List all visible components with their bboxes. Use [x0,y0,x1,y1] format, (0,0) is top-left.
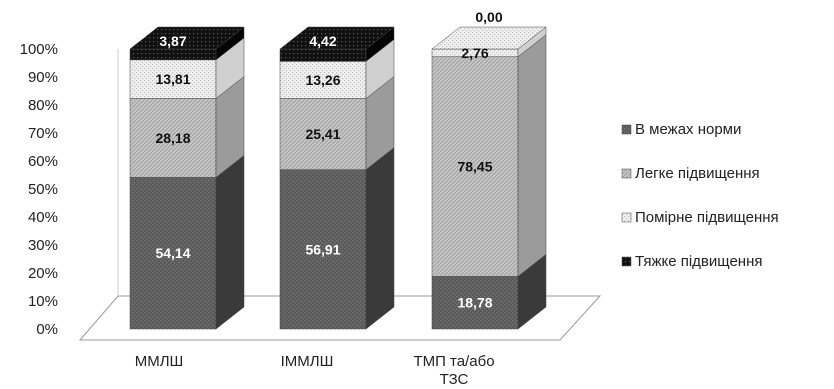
chart-floor [78,49,602,341]
bar-stack: 18,78 78,45 2,76 0,00 [431,9,547,330]
y-tick-label: 70% [28,125,58,142]
y-tick-label: 20% [28,265,58,282]
y-tick-label: 40% [28,209,58,226]
legend-item: В межах норми [621,121,741,138]
bar-segment [129,59,217,99]
bar-segment-side [215,154,245,330]
legend-item: Легке підвищення [621,165,760,182]
floor-plane [78,295,602,341]
bar-top-face [431,26,547,50]
bar-segment-side [365,147,395,330]
data-label: 4,42 [309,33,336,49]
legend-label: Тяжке підвищення [635,253,762,270]
y-tick-label: 100% [20,41,58,58]
bar-stack: 56,91 25,41 13,26 4,42 [279,26,395,330]
bar-top-face [279,26,395,50]
legend-swatch [621,168,632,179]
data-label: 56,91 [305,241,340,257]
y-tick-label: 90% [28,69,58,86]
bar-segment [431,56,519,277]
y-tick-label: 0% [36,321,58,338]
y-tick-label: 10% [28,293,58,310]
bar-segment [279,98,367,170]
data-label: 13,26 [305,72,340,88]
legend: В межах норми Легке підвищення Помірне під… [621,121,779,270]
x-axis-labels: ММЛШ ІММЛШ ТМП та/або ТЗС [135,353,495,388]
legend-label: Помірне підвищення [635,209,779,226]
data-label: 2,76 [461,45,488,61]
legend-label: В межах норми [635,121,741,138]
data-label: 54,14 [155,245,190,261]
bar-segment [129,48,217,61]
data-label: 0,00 [475,9,502,25]
bar-segment-side [517,34,547,277]
bar-segment [279,61,367,99]
x-tick-label-line: ТЗС [440,371,469,388]
x-tick-label: ІММЛШ [281,353,334,370]
legend-item: Тяжке підвищення [621,253,762,270]
bar-segment [279,48,367,62]
legend-swatch [621,124,632,135]
legend-swatch [621,256,632,267]
data-label: 3,87 [159,33,186,49]
y-tick-label: 80% [28,97,58,114]
bars: 54,14 28,18 13,81 3,87 56,91 25,41 13,26 4,42 18… [129,9,547,330]
x-tick-label: ММЛШ [135,353,184,370]
legend-item: Помірне підвищення [621,209,779,226]
data-label: 13,81 [155,71,190,87]
data-label: 78,45 [457,159,492,175]
data-label: 18,78 [457,295,492,311]
x-tick-label-line: ТМП та/або [413,353,494,370]
legend-swatch [621,212,632,223]
bar-segment [279,169,367,330]
bar-stack: 54,14 28,18 13,81 3,87 [129,26,245,330]
bar-segment [129,177,217,330]
y-axis: 0% 10% 20% 30% 40% 50% 60% 70% 80% 90% 100% [20,41,58,338]
data-label: 25,41 [305,126,340,142]
y-tick-label: 50% [28,181,58,198]
data-label: 28,18 [155,130,190,146]
y-tick-label: 60% [28,153,58,170]
x-tick-label: ТМП та/або ТЗС [413,353,494,388]
bar-top-face [129,26,245,50]
y-tick-label: 30% [28,237,58,254]
legend-label: Легке підвищення [635,165,760,182]
